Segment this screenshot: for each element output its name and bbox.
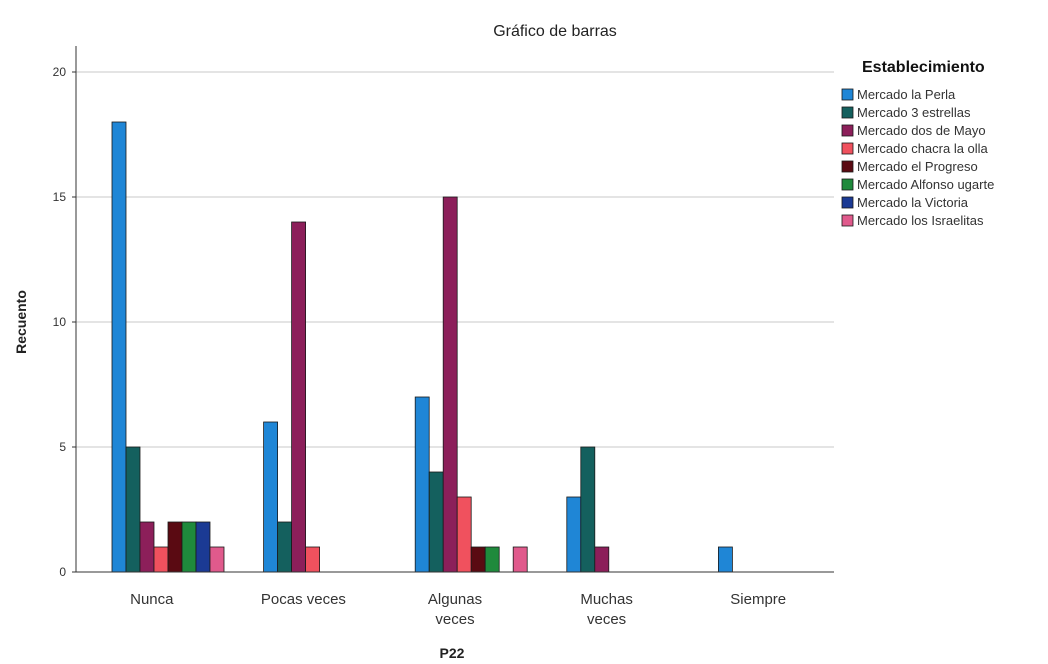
x-tick-label-line: veces (587, 611, 626, 628)
bar-2-2 (442, 196, 458, 573)
x-tick-label-line: veces (435, 611, 474, 628)
legend-swatch (841, 142, 854, 155)
legend-swatch (841, 178, 854, 191)
x-tick-label-line: Muchas (580, 591, 633, 608)
y-axis-label: Recuento (13, 290, 29, 354)
bar-0-5 (181, 521, 197, 573)
legend-entry: Mercado Alfonso ugarte (857, 177, 994, 192)
bar-3-2 (594, 546, 610, 573)
bar-2-0 (414, 396, 430, 573)
legend-swatch (841, 196, 854, 209)
legend-entry: Mercado la Perla (857, 87, 956, 102)
bar-1-0 (263, 421, 279, 573)
x-tick-label: Nunca (130, 591, 174, 608)
x-tick-label-line: Nunca (130, 591, 174, 608)
x-tick-label: Muchas veces (580, 591, 633, 628)
legend-swatch (841, 106, 854, 119)
bar-4-0 (718, 546, 733, 573)
y-tick-label: 15 (53, 190, 67, 204)
y-tick-label: 10 (53, 315, 67, 329)
x-tick-label: Algunas veces (428, 591, 482, 628)
legend-entry: Mercado la Victoria (857, 195, 969, 210)
bar-3-1 (580, 446, 596, 573)
chart-title: Gráfico de barras (493, 23, 617, 40)
legend-entry: Mercado dos de Mayo (857, 123, 986, 138)
legend-swatch (841, 88, 854, 101)
legend-entry: Mercado 3 estrellas (857, 105, 971, 120)
x-tick-label: Pocas veces (261, 591, 346, 608)
bar-0-7 (209, 546, 225, 573)
legend-title: Establecimiento (862, 59, 985, 76)
x-tick-labels: Nunca Pocas veces Algunas veces Muchas veces S… (130, 591, 786, 628)
bar-2-4 (470, 546, 486, 573)
bar-2-5 (484, 546, 500, 573)
bar-2-7 (512, 546, 528, 573)
bar-3-0 (566, 496, 582, 573)
x-tick-label-line: Algunas (428, 591, 482, 608)
bar-0-4 (167, 521, 183, 573)
legend-swatch (841, 160, 854, 173)
legend-entry: Mercado chacra la olla (857, 141, 989, 156)
legend: Establecimiento Mercado la Perla Mercado … (841, 59, 994, 228)
bar-1-3 (305, 546, 321, 573)
bar-0-0 (111, 121, 127, 573)
y-tick-label: 5 (59, 440, 66, 454)
axes (75, 46, 834, 573)
bar-2-3 (456, 496, 472, 573)
x-tick-label-line: Pocas veces (261, 591, 346, 608)
bar-0-3 (153, 546, 169, 573)
y-tick-labels: 0 5 10 15 20 (53, 65, 76, 579)
bar-1-2 (291, 221, 307, 573)
legend-swatch (841, 124, 854, 137)
x-tick-label: Siempre (730, 591, 786, 608)
legend-swatch (841, 214, 854, 227)
legend-entry: Mercado el Progreso (857, 159, 978, 174)
bar-1-1 (277, 521, 293, 573)
y-tick-label: 20 (53, 65, 67, 79)
bars (111, 121, 733, 573)
bar-0-1 (125, 446, 141, 573)
bar-0-2 (139, 521, 155, 573)
y-tick-label: 0 (59, 565, 66, 579)
bar-2-1 (428, 471, 444, 573)
x-tick-label-line: Siempre (730, 591, 786, 608)
x-axis-label: P22 (440, 645, 465, 661)
legend-entry: Mercado los Israelitas (857, 213, 984, 228)
bar-0-6 (195, 521, 211, 573)
